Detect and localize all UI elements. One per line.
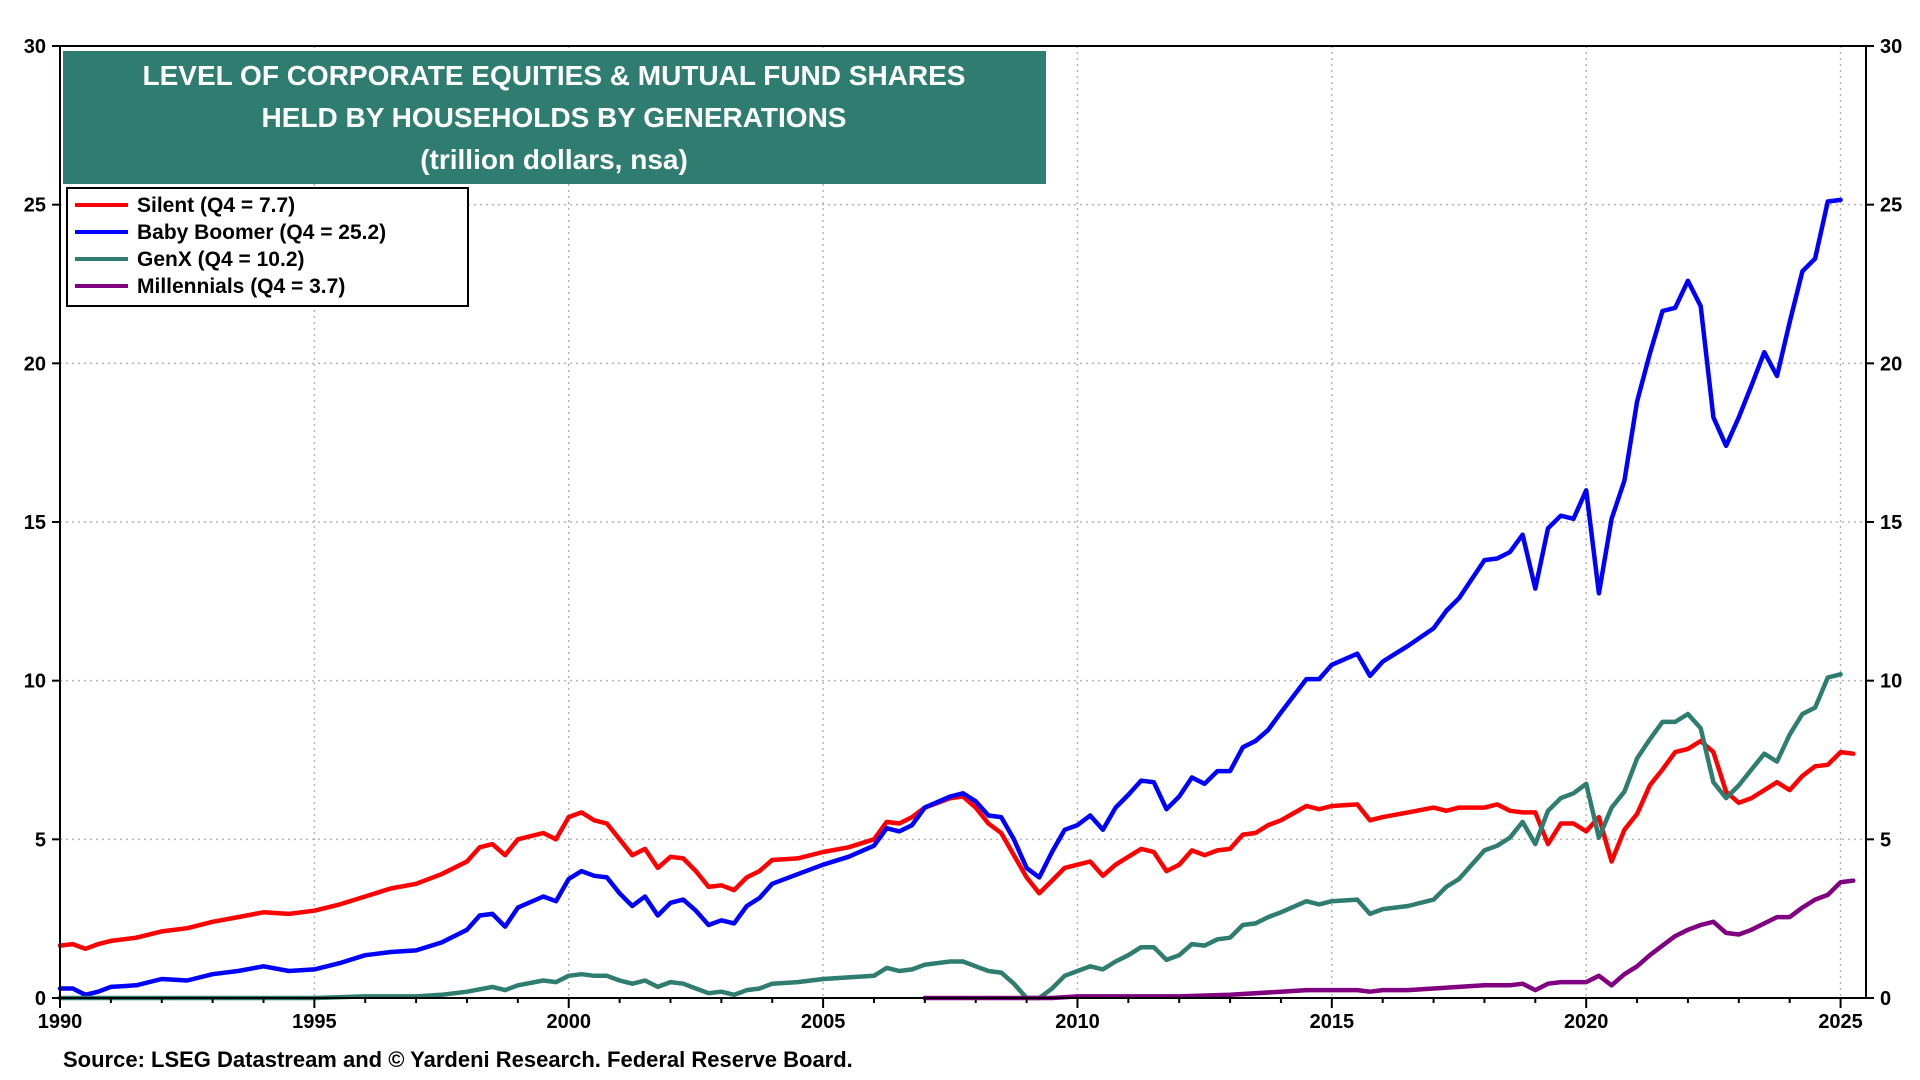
x-tick-label: 2010 — [1055, 1011, 1100, 1033]
y-tick-label-left: 15 — [24, 512, 46, 534]
x-tick-label: 1995 — [292, 1011, 337, 1033]
x-tick-label: 2020 — [1564, 1011, 1609, 1033]
y-tick-label-right: 20 — [1880, 353, 1902, 375]
legend-label-silent: Silent (Q4 = 7.7) — [137, 194, 295, 217]
series-line-1 — [57, 197, 1843, 998]
chart-title-line-3: (trillion dollars, nsa) — [420, 144, 688, 175]
y-tick-label-right: 5 — [1880, 829, 1891, 851]
y-tick-label-right: 0 — [1880, 988, 1891, 1010]
x-tick-label: 2000 — [546, 1011, 591, 1033]
y-tick-label-left: 5 — [35, 829, 46, 851]
source-note: Source: LSEG Datastream and © Yardeni Re… — [63, 1047, 853, 1072]
x-tick-label: 2005 — [801, 1011, 846, 1033]
legend: Silent (Q4 = 7.7) Baby Boomer (Q4 = 25.2… — [66, 187, 469, 307]
series-line-0 — [57, 738, 1856, 952]
x-tick-label: 2015 — [1310, 1011, 1355, 1033]
x-tick-label: 1990 — [38, 1011, 83, 1033]
legend-item-genx: GenX (Q4 = 10.2) — [75, 248, 305, 271]
y-tick-label-right: 30 — [1880, 36, 1902, 58]
y-tick-label-right: 25 — [1880, 195, 1902, 217]
title-box-background — [63, 51, 1046, 184]
series-layer — [57, 197, 1856, 1001]
legend-item-baby-boomer: Baby Boomer (Q4 = 25.2) — [75, 221, 386, 244]
y-tick-label-left: 0 — [35, 988, 46, 1010]
y-tick-label-left: 30 — [24, 36, 46, 58]
legend-label-baby-boomer: Baby Boomer (Q4 = 25.2) — [137, 221, 386, 244]
legend-item-millennials: Millennials (Q4 = 3.7) — [75, 275, 345, 298]
legend-label-genx: GenX (Q4 = 10.2) — [137, 248, 305, 271]
x-tick-label: 2025 — [1818, 1011, 1863, 1033]
series-line-2 — [57, 672, 1843, 1001]
y-tick-label-right: 10 — [1880, 671, 1902, 693]
y-tick-label-right: 15 — [1880, 512, 1902, 534]
y-tick-label-left: 25 — [24, 195, 46, 217]
title-box: LEVEL OF CORPORATE EQUITIES & MUTUAL FUN… — [63, 51, 1046, 184]
chart-title-line-1: LEVEL OF CORPORATE EQUITIES & MUTUAL FUN… — [143, 60, 966, 91]
legend-item-silent: Silent (Q4 = 7.7) — [75, 194, 295, 217]
series-line-3 — [922, 878, 1856, 1001]
legend-box — [66, 187, 469, 307]
legend-label-millennials: Millennials (Q4 = 3.7) — [137, 275, 345, 298]
y-tick-label-left: 10 — [24, 671, 46, 693]
y-tick-label-left: 20 — [24, 353, 46, 375]
chart-title-line-2: HELD BY HOUSEHOLDS BY GENERATIONS — [262, 102, 847, 133]
